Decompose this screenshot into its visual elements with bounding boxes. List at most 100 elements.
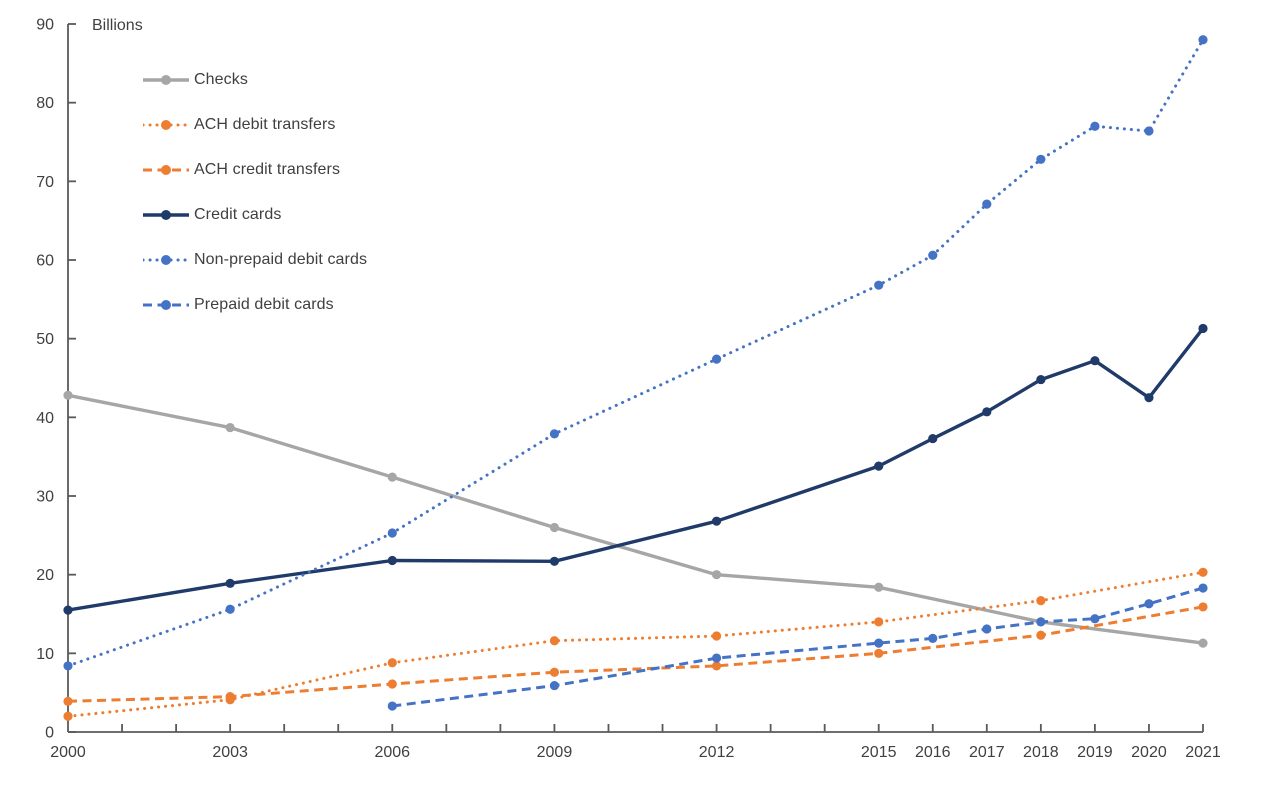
data-point-non-prepaid-debit-cards xyxy=(387,528,397,538)
data-point-non-prepaid-debit-cards xyxy=(982,199,992,209)
data-point-ach-credit-transfers xyxy=(1198,602,1208,612)
data-point-prepaid-debit-cards xyxy=(1198,583,1208,593)
data-point-non-prepaid-debit-cards xyxy=(928,250,938,260)
data-point-non-prepaid-debit-cards xyxy=(1036,154,1046,164)
data-point-prepaid-debit-cards xyxy=(874,638,884,648)
data-point-ach-credit-transfers xyxy=(711,661,722,671)
legend-label-non-prepaid-debit-cards: Non-prepaid debit cards xyxy=(194,250,368,268)
data-point-ach-debit-transfers xyxy=(63,711,73,721)
series-line-non-prepaid-debit-cards xyxy=(66,38,1205,668)
data-point-ach-credit-transfers xyxy=(63,696,73,706)
series-line-checks xyxy=(67,393,1204,645)
data-point-credit-cards xyxy=(711,516,722,526)
data-point-prepaid-debit-cards xyxy=(1036,617,1046,627)
x-tick-label: 2016 xyxy=(915,744,951,761)
data-point-ach-debit-transfers xyxy=(874,617,884,627)
data-point-credit-cards xyxy=(1090,356,1100,366)
data-point-non-prepaid-debit-cards xyxy=(1144,126,1154,136)
series-line-ach-debit-transfers xyxy=(66,570,1205,718)
data-point-non-prepaid-debit-cards xyxy=(1198,35,1208,45)
series-line-ach-credit-transfers xyxy=(67,605,1204,703)
y-tick-label: 0 xyxy=(45,725,54,742)
data-point-non-prepaid-debit-cards xyxy=(225,604,235,614)
legend-marker-non-prepaid-debit-cards xyxy=(161,254,171,265)
legend-item-credit-cards: Credit cards xyxy=(143,192,367,237)
legend-label-prepaid-debit-cards: Prepaid debit cards xyxy=(194,295,334,313)
data-point-prepaid-debit-cards xyxy=(549,680,560,691)
series-line-prepaid-debit-cards xyxy=(392,586,1204,708)
x-tick-label: 2017 xyxy=(969,744,1005,761)
y-tick-label: 80 xyxy=(36,95,54,112)
data-point-ach-debit-transfers xyxy=(711,631,722,641)
legend-line-sample-prepaid-debit-cards xyxy=(143,299,189,310)
legend-marker-prepaid-debit-cards xyxy=(161,299,171,310)
data-point-checks xyxy=(387,472,397,482)
data-point-checks xyxy=(874,582,884,592)
data-point-credit-cards xyxy=(1036,374,1046,385)
data-point-checks xyxy=(711,570,722,580)
legend-marker-credit-cards xyxy=(161,209,171,220)
data-point-ach-credit-transfers xyxy=(1036,630,1046,640)
x-tick-label: 2009 xyxy=(537,744,573,761)
data-point-credit-cards xyxy=(63,605,73,615)
data-point-credit-cards xyxy=(387,555,397,566)
data-point-prepaid-debit-cards xyxy=(928,633,938,643)
legend-label-ach-debit-transfers: ACH debit transfers xyxy=(194,115,336,133)
data-point-ach-debit-transfers xyxy=(549,636,560,646)
data-point-prepaid-debit-cards xyxy=(1090,614,1100,624)
legend-item-checks: Checks xyxy=(143,57,367,102)
data-point-non-prepaid-debit-cards xyxy=(1090,121,1100,131)
data-point-checks xyxy=(1198,638,1208,648)
y-tick-label: 90 xyxy=(36,17,54,34)
data-point-ach-debit-transfers xyxy=(1036,596,1046,606)
x-tick-label: 2012 xyxy=(699,744,735,761)
data-point-credit-cards xyxy=(982,407,992,417)
legend-line-sample-checks xyxy=(143,74,189,85)
y-tick-label: 40 xyxy=(36,410,54,427)
data-point-non-prepaid-debit-cards xyxy=(711,354,722,364)
legend-marker-ach-credit-transfers xyxy=(161,164,171,175)
data-point-credit-cards xyxy=(549,556,560,566)
data-point-credit-cards xyxy=(225,578,235,588)
y-tick-label: 70 xyxy=(36,174,54,191)
data-point-non-prepaid-debit-cards xyxy=(874,280,884,290)
legend-line-sample-ach-credit-transfers xyxy=(143,164,189,175)
chart-legend: Checks ACH debit transfers ACH credit tran… xyxy=(143,57,367,327)
legend-item-prepaid-debit-cards: Prepaid debit cards xyxy=(143,282,367,327)
data-point-credit-cards xyxy=(928,433,938,444)
y-tick-label: 20 xyxy=(36,567,54,584)
legend-marker-ach-debit-transfers xyxy=(161,119,171,130)
x-tick-label: 2015 xyxy=(861,744,897,761)
y-tick-label: 30 xyxy=(36,489,54,506)
data-point-ach-credit-transfers xyxy=(225,692,235,702)
data-point-ach-credit-transfers xyxy=(549,667,560,677)
legend-item-non-prepaid-debit-cards: Non-prepaid debit cards xyxy=(143,237,367,282)
data-point-credit-cards xyxy=(874,461,884,471)
data-point-ach-debit-transfers xyxy=(387,658,397,668)
data-point-credit-cards xyxy=(1144,393,1154,403)
data-point-credit-cards xyxy=(1198,323,1208,334)
x-tick-label: 2019 xyxy=(1077,744,1113,761)
data-point-ach-credit-transfers xyxy=(874,648,884,658)
x-tick-label: 2018 xyxy=(1023,744,1059,761)
data-point-checks xyxy=(63,390,73,400)
x-tick-label: 2000 xyxy=(50,744,86,761)
data-point-checks xyxy=(549,522,560,533)
legend-label-ach-credit-transfers: ACH credit transfers xyxy=(194,160,341,178)
data-point-checks xyxy=(225,422,235,433)
legend-line-sample-non-prepaid-debit-cards xyxy=(143,254,189,265)
data-point-ach-credit-transfers xyxy=(387,679,397,689)
data-point-prepaid-debit-cards xyxy=(982,624,992,634)
legend-item-ach-debit-transfers: ACH debit transfers xyxy=(143,102,367,147)
legend-label-checks: Checks xyxy=(194,70,248,88)
legend-line-sample-credit-cards xyxy=(143,209,189,220)
x-tick-label: 2006 xyxy=(374,744,410,761)
x-tick-label: 2003 xyxy=(212,744,248,761)
data-point-non-prepaid-debit-cards xyxy=(63,661,73,671)
x-tick-label: 2020 xyxy=(1131,744,1167,761)
x-tick-label: 2021 xyxy=(1185,744,1221,761)
y-tick-label: 60 xyxy=(36,253,54,270)
legend-label-credit-cards: Credit cards xyxy=(194,205,282,223)
